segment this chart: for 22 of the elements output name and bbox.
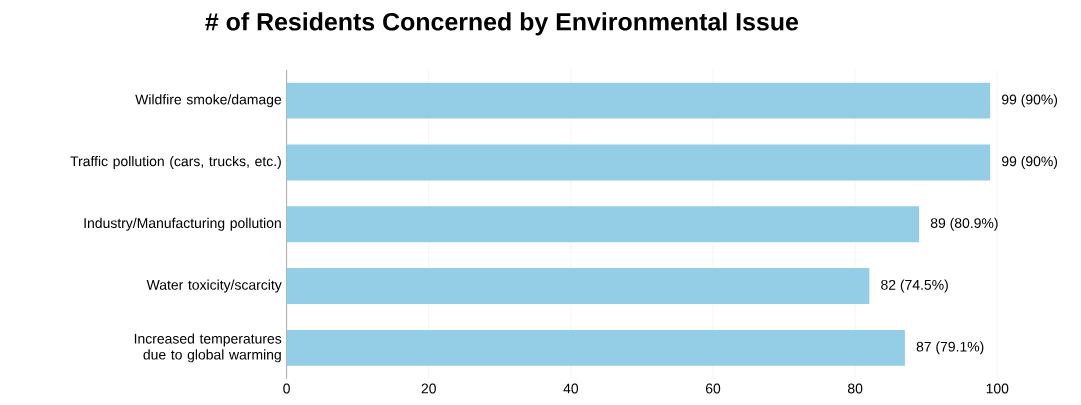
y-tick-label: Increased temperatures due to global warming (134, 333, 282, 363)
data-label: 99 (90%) (1001, 156, 1058, 170)
bar (286, 82, 991, 119)
y-tick-label: Industry/Manufacturing pollution (84, 217, 281, 231)
data-label: 99 (90%) (1001, 94, 1058, 108)
data-label: 87 (79.1%) (916, 341, 984, 355)
y-tick-label: Wildfire smoke/damage (135, 94, 282, 108)
x-tick-label: 0 (283, 383, 290, 394)
y-tick-label: Water toxicity/scarcity (146, 279, 282, 293)
bar (286, 144, 991, 181)
data-label: 89 (80.9%) (930, 217, 998, 231)
x-tick-label: 80 (847, 383, 863, 394)
data-label: 82 (74.5%) (881, 279, 948, 293)
chart-title: # of Residents Concerned by Environmental Issue (205, 12, 799, 36)
x-tick-label: 100 (986, 383, 1009, 394)
x-tick-label: 60 (705, 383, 721, 394)
bar (286, 206, 920, 243)
x-tick-label: 40 (563, 383, 579, 394)
bar (286, 330, 905, 366)
y-tick-label: Traffic pollution (cars, trucks, etc.) (70, 156, 281, 170)
bar (286, 268, 870, 305)
x-tick-label: 20 (421, 383, 436, 394)
